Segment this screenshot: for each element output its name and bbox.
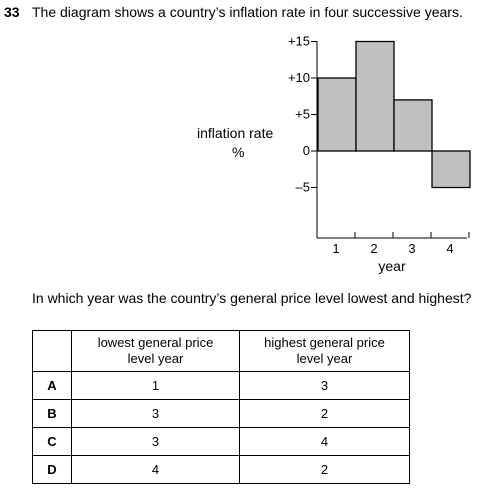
highest-year-cell: 4	[239, 427, 410, 456]
question-number: 33	[4, 4, 20, 20]
lowest-year-cell: 3	[71, 399, 240, 428]
question-intro: The diagram shows a country’s inflation …	[32, 4, 463, 20]
x-tick-label: 2	[370, 241, 377, 256]
table-row: B 3 2	[32, 399, 410, 428]
table-header-highest-text: highest general price level year	[264, 335, 385, 366]
x-axis-label: year	[378, 258, 406, 274]
x-tick-label: 3	[408, 241, 415, 256]
answer-table: lowest general price level year highest …	[32, 330, 410, 484]
option-label: A	[32, 371, 72, 400]
option-label: D	[32, 455, 72, 484]
table-row: C 3 4	[32, 427, 410, 456]
table-header-lowest: lowest general price level year	[71, 330, 240, 372]
table-row: A 1 3	[32, 371, 410, 400]
y-tick-label: +5	[295, 107, 310, 122]
bar-year-3	[393, 99, 433, 152]
lowest-year-cell: 4	[71, 455, 240, 484]
y-tick-label: –5	[296, 180, 310, 195]
y-tick-label: 0	[303, 143, 310, 158]
table-header-row: lowest general price level year highest …	[32, 330, 410, 372]
option-label: B	[32, 399, 72, 428]
inflation-bar-chart: +15 +10 +5 0 –5 1 2 3 4 year	[288, 34, 471, 274]
bar-year-1	[317, 77, 357, 152]
lowest-year-cell: 1	[71, 371, 240, 400]
table-row: D 4 2	[32, 455, 410, 484]
bar-year-4	[431, 150, 471, 189]
y-tick-label: +10	[288, 70, 310, 85]
y-axis-unit: %	[232, 144, 245, 160]
option-label: C	[32, 427, 72, 456]
y-axis-label: inflation rate	[197, 125, 274, 141]
lowest-year-cell: 3	[71, 427, 240, 456]
y-tick-label: +15	[288, 34, 310, 49]
highest-year-cell: 2	[239, 455, 410, 484]
table-header-blank	[32, 330, 72, 372]
x-tick-label: 1	[332, 241, 339, 256]
table-header-lowest-text: lowest general price level year	[97, 335, 214, 366]
highest-year-cell: 3	[239, 371, 410, 400]
bar-year-2	[355, 40, 395, 152]
highest-year-cell: 2	[239, 399, 410, 428]
x-tick-label: 4	[446, 241, 453, 256]
table-header-highest: highest general price level year	[239, 330, 410, 372]
question-ask: In which year was the country’s general …	[32, 290, 472, 306]
